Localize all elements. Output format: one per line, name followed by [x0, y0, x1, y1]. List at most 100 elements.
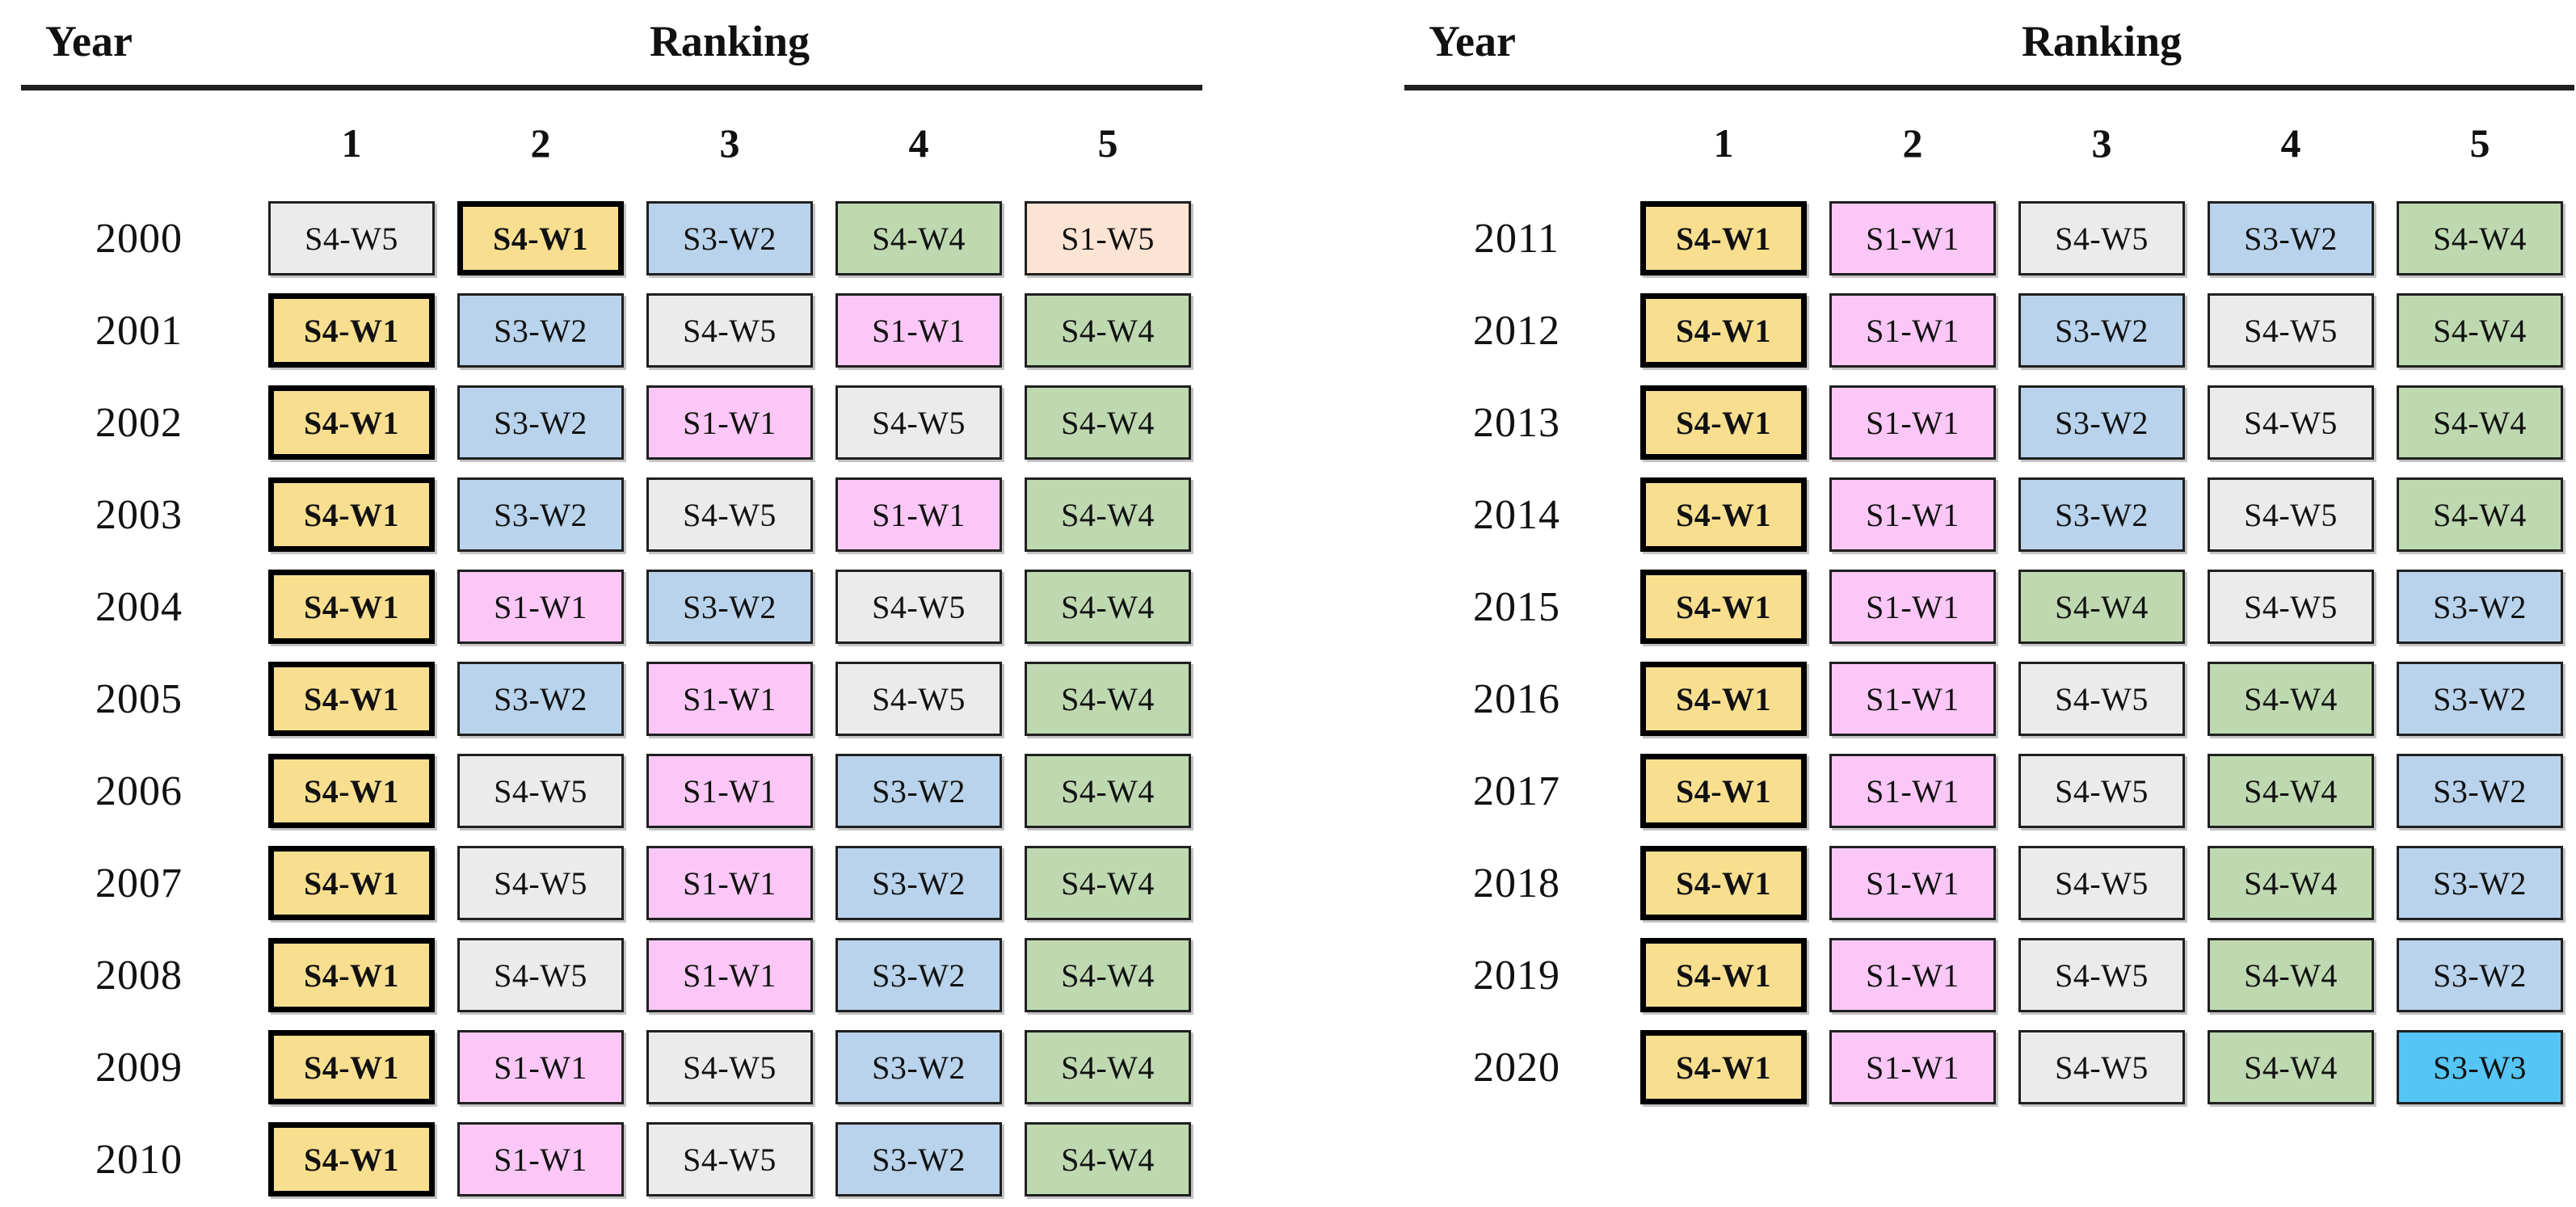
rank-column-header: 5 — [1097, 120, 1118, 166]
table-row: 2006 S4-W1 S4-W5 S1-W1 S3-W2 S4-W4 — [21, 745, 1202, 837]
rank-cell: S4-W4 — [2397, 477, 2563, 553]
rank-cell: S4-W4 — [1025, 385, 1191, 461]
rank-cell: S3-W3 — [2397, 1030, 2563, 1105]
rank-cell: S4-W1 — [1640, 754, 1807, 829]
rank-cell: S4-W5 — [836, 385, 1002, 461]
rank-cell: S4-W5 — [2018, 754, 2185, 829]
table-row: 2019 S4-W1 S1-W1 S4-W5 S4-W4 S3-W2 — [1404, 929, 2574, 1021]
year-label: 2001 — [95, 307, 183, 354]
rank-cell: S4-W4 — [1025, 293, 1191, 368]
year-label: 2018 — [1473, 860, 1560, 906]
table-row: 2004 S4-W1 S1-W1 S3-W2 S4-W5 S4-W4 — [21, 561, 1202, 653]
rank-cell: S3-W2 — [646, 201, 813, 276]
rank-column-headers: 1 2 3 4 5 — [21, 90, 1202, 192]
rank-cell: S4-W5 — [268, 201, 435, 276]
rank-cell: S1-W1 — [1829, 938, 1996, 1013]
table-row: 2016 S4-W1 S1-W1 S4-W5 S4-W4 S3-W2 — [1404, 653, 2574, 745]
table-row: 2020 S4-W1 S1-W1 S4-W5 S4-W4 S3-W3 — [1404, 1021, 2574, 1113]
rank-cell: S4-W4 — [1025, 1122, 1191, 1197]
rank-cell: S4-W1 — [268, 754, 435, 829]
rank-cell: S1-W1 — [1829, 385, 1996, 461]
rank-cell: S4-W1 — [1640, 1030, 1807, 1105]
year-label: 2016 — [1473, 675, 1560, 722]
table-row: 2013 S4-W1 S1-W1 S3-W2 S4-W5 S4-W4 — [1404, 376, 2574, 469]
rank-cell: S4-W4 — [1025, 570, 1191, 645]
year-label: 2006 — [95, 768, 183, 814]
rank-column-header: 3 — [719, 120, 740, 166]
table-row: 2014 S4-W1 S1-W1 S3-W2 S4-W5 S4-W4 — [1404, 469, 2574, 561]
rank-cell: S4-W1 — [268, 1122, 435, 1197]
rank-cell: S4-W4 — [1025, 477, 1191, 553]
rank-cell: S4-W5 — [2208, 293, 2374, 368]
year-label: 2004 — [95, 583, 183, 630]
rank-cell: S4-W5 — [836, 662, 1002, 737]
rank-cell: S3-W2 — [836, 938, 1002, 1013]
rank-column-header: 1 — [1713, 120, 1734, 166]
rank-cell: S4-W4 — [1025, 846, 1191, 921]
rank-cell: S4-W1 — [268, 938, 435, 1013]
rank-cell: S1-W1 — [646, 938, 813, 1013]
rank-cell: S1-W1 — [836, 293, 1002, 368]
rank-cell: S4-W5 — [2018, 846, 2185, 921]
year-label: 2000 — [95, 215, 183, 262]
rank-cell: S4-W5 — [457, 846, 624, 921]
rank-cell: S4-W5 — [457, 754, 624, 829]
table-row: 2009 S4-W1 S1-W1 S4-W5 S3-W2 S4-W4 — [21, 1021, 1202, 1113]
rank-cell: S1-W5 — [1025, 201, 1191, 276]
rank-cell: S3-W2 — [2208, 201, 2374, 276]
rank-cell: S1-W1 — [836, 477, 1002, 553]
ranking-table-2000-2010: Year Ranking 1 2 3 4 5 2000 S4-W5 S4-W1 S3-W2 S4… — [21, 13, 1202, 1205]
year-label: 2017 — [1473, 768, 1560, 814]
rank-cell: S3-W2 — [457, 662, 624, 737]
rank-cell: S3-W2 — [2018, 385, 2185, 461]
rank-cell: S4-W4 — [1025, 662, 1191, 737]
rank-cell: S4-W4 — [836, 201, 1002, 276]
rank-column-header: 2 — [530, 120, 551, 166]
rank-cell: S3-W2 — [2397, 570, 2563, 645]
rank-cell: S4-W1 — [1640, 570, 1807, 645]
rank-cell: S4-W5 — [457, 938, 624, 1013]
rank-column-header: 3 — [2091, 120, 2112, 166]
rank-cell: S4-W5 — [2018, 662, 2185, 737]
rank-cell: S4-W4 — [1025, 754, 1191, 829]
rank-cell: S1-W1 — [1829, 201, 1996, 276]
rank-cell: S4-W1 — [268, 477, 435, 553]
rank-cell: S4-W5 — [2208, 477, 2374, 553]
rank-cell: S3-W2 — [2018, 477, 2185, 553]
year-label: 2007 — [95, 860, 183, 906]
rank-cell: S1-W1 — [646, 385, 813, 461]
rank-cell: S4-W4 — [2018, 570, 2185, 645]
rank-cell: S1-W1 — [457, 1030, 624, 1105]
rank-cell: S4-W5 — [646, 1030, 813, 1105]
rank-cell: S3-W2 — [2018, 293, 2185, 368]
rank-cell: S3-W2 — [836, 1030, 1002, 1105]
rank-cell: S4-W4 — [2397, 201, 2563, 276]
rank-cell: S4-W4 — [2208, 938, 2374, 1013]
table-row: 2010 S4-W1 S1-W1 S4-W5 S3-W2 S4-W4 — [21, 1113, 1202, 1205]
rank-cell: S1-W1 — [457, 570, 624, 645]
rank-cell: S1-W1 — [1829, 477, 1996, 553]
table-row: 2008 S4-W1 S4-W5 S1-W1 S3-W2 S4-W4 — [21, 929, 1202, 1021]
year-label: 2005 — [95, 675, 183, 722]
rank-cell: S4-W4 — [1025, 1030, 1191, 1105]
rank-cell: S4-W1 — [1640, 201, 1807, 276]
year-label: 2014 — [1473, 491, 1560, 538]
rank-cell: S1-W1 — [1829, 1030, 1996, 1105]
rank-cell: S1-W1 — [646, 662, 813, 737]
rank-cell: S3-W2 — [457, 385, 624, 461]
rank-cell: S4-W1 — [1640, 662, 1807, 737]
year-header: Year — [45, 17, 133, 65]
rank-cell: S4-W1 — [268, 846, 435, 921]
rank-cell: S4-W5 — [2208, 385, 2374, 461]
rank-cell: S4-W4 — [2397, 293, 2563, 368]
rank-column-headers: 1 2 3 4 5 — [1404, 90, 2574, 192]
rank-cell: S1-W1 — [1829, 293, 1996, 368]
rank-cell: S3-W2 — [2397, 662, 2563, 737]
rank-column-header: 2 — [1902, 120, 1923, 166]
rank-column-header: 1 — [341, 120, 362, 166]
rank-cell: S4-W5 — [836, 570, 1002, 645]
year-label: 2003 — [95, 491, 183, 538]
table-row: 2007 S4-W1 S4-W5 S1-W1 S3-W2 S4-W4 — [21, 837, 1202, 929]
rank-cell: S4-W1 — [268, 662, 435, 737]
